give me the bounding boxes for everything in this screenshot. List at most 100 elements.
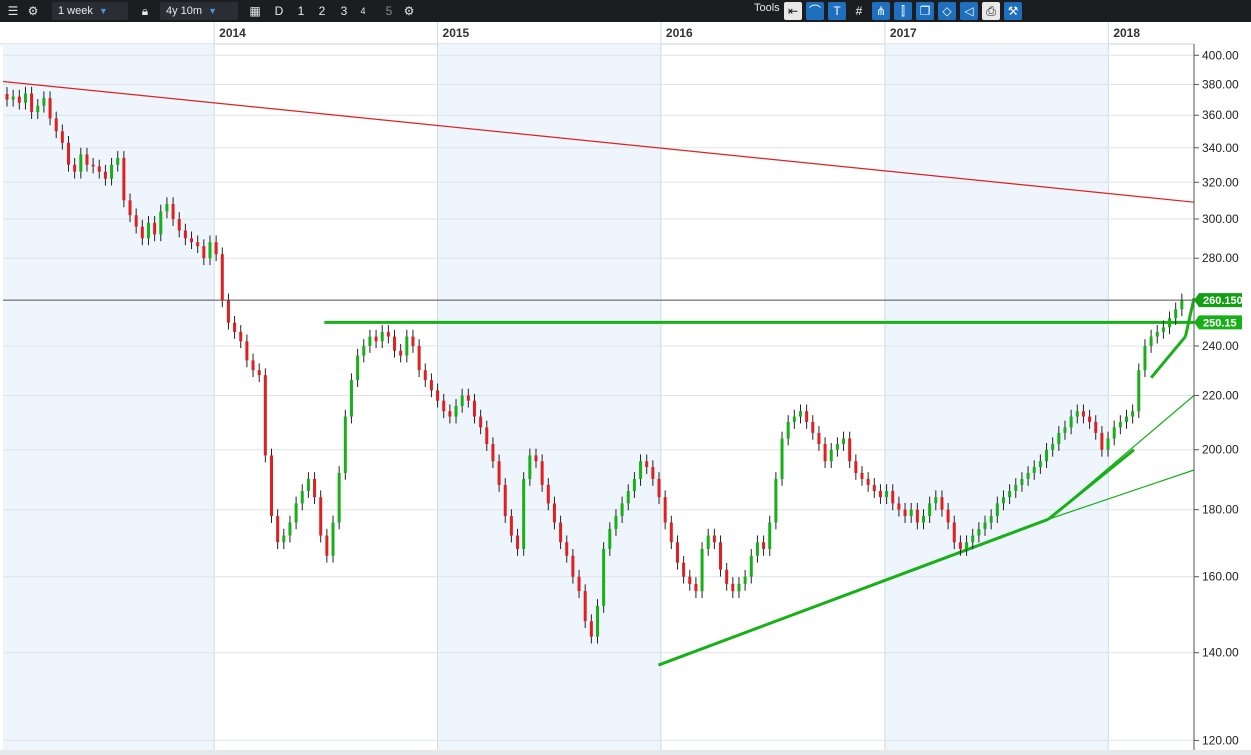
candle-body (835, 444, 839, 450)
price-tick-label: 360.00 (1202, 108, 1239, 122)
candle-body (1100, 432, 1104, 450)
candle (755, 535, 759, 563)
grid-icon[interactable]: # (850, 2, 868, 20)
candle (226, 293, 230, 330)
candle-body (995, 503, 999, 517)
last-price-tag-label: 260.150 (1203, 295, 1243, 307)
year-band (437, 44, 661, 750)
candle-body (263, 375, 267, 456)
candle-body (946, 509, 950, 523)
candle-body (762, 542, 766, 549)
candle-body (183, 230, 187, 239)
curve-icon[interactable]: ⌒ (806, 2, 824, 20)
text-icon[interactable]: T (828, 2, 846, 20)
candle (128, 193, 132, 223)
candle-body (934, 497, 938, 504)
back-arrow-icon[interactable]: ⇤ (784, 2, 802, 20)
candle-body (780, 438, 784, 479)
candle (1051, 437, 1055, 457)
candle-body (922, 516, 926, 523)
fork-icon[interactable]: ⋔ (872, 2, 890, 20)
trendline (1150, 335, 1187, 379)
gear-icon[interactable]: ⚙ (27, 4, 39, 18)
candle (528, 448, 532, 486)
candle (1106, 431, 1110, 457)
candle (762, 535, 766, 556)
print-icon[interactable]: ⎙ (982, 2, 1000, 20)
candle-body (583, 591, 587, 622)
candle-body (202, 246, 206, 259)
copy-icon[interactable]: ❐ (916, 2, 934, 20)
candle (614, 509, 618, 536)
candle (153, 216, 157, 242)
candle-body (411, 336, 415, 346)
candle-body (903, 509, 907, 517)
list-icon[interactable]: ☰ (7, 4, 19, 18)
candle (725, 562, 729, 591)
candle (460, 388, 464, 413)
candle-body (1143, 345, 1147, 371)
candle (731, 577, 735, 598)
price-chart[interactable]: 2014 2015 2016 2017 2018 400.00 380.00 360.00 3… (0, 22, 1251, 755)
period-button-5[interactable]: 5 (385, 4, 393, 18)
candle-body (251, 360, 255, 371)
candle (940, 490, 944, 517)
period-button-2[interactable]: 2 (318, 4, 326, 18)
period-button-4[interactable]: 4 (354, 2, 372, 20)
period-button-1[interactable]: 1 (297, 4, 305, 18)
candle (233, 315, 237, 339)
candle (165, 197, 169, 219)
candle (965, 535, 969, 556)
period-button-3[interactable]: 3 (340, 4, 348, 18)
interval-select[interactable]: 1 week ▼ (52, 2, 128, 20)
lock-icon[interactable]: 🔒︎ (141, 4, 149, 18)
candle (866, 472, 870, 492)
calendar-icon[interactable]: ▦ (249, 4, 261, 18)
price-tick-label: 120.00 (1202, 733, 1239, 747)
candle (749, 548, 753, 584)
candle (995, 496, 999, 523)
candle-body (30, 93, 34, 113)
candle-body (110, 164, 114, 179)
candle-body (423, 370, 427, 381)
trendline (1048, 469, 1195, 520)
candle (36, 99, 40, 119)
chart-settings-gear-icon[interactable]: ⚙ (403, 4, 415, 18)
candle (479, 409, 483, 435)
candle-body (282, 535, 286, 543)
candle-body (1026, 472, 1030, 479)
candle (682, 555, 686, 584)
candle (577, 569, 581, 598)
candle-body (85, 154, 89, 165)
candle-body (798, 411, 802, 417)
candle (878, 484, 882, 505)
candle (977, 522, 981, 543)
candle (669, 515, 673, 550)
candle-body (386, 331, 390, 337)
last-price-tag-shape (1194, 293, 1242, 308)
candle (798, 404, 802, 424)
range-select[interactable]: 4y 10m ▼ (160, 2, 238, 20)
candle-body (872, 484, 876, 492)
period-button-d[interactable]: D (274, 4, 284, 18)
candle-body (694, 583, 698, 592)
shape-icon[interactable]: ◇ (938, 2, 956, 20)
candle-body (485, 427, 489, 445)
candle-body (977, 528, 981, 536)
candle-body (823, 444, 827, 462)
candle (1118, 415, 1122, 435)
candle-body (565, 542, 569, 556)
candle (1008, 484, 1012, 505)
price-tick-label: 180.00 (1202, 503, 1239, 517)
tag-icon[interactable]: ◁ (960, 2, 978, 20)
candle (1174, 302, 1178, 326)
candle-body (60, 131, 64, 143)
settings-icon[interactable]: ⚒ (1004, 2, 1022, 20)
candle (675, 535, 679, 570)
candle-body (226, 300, 230, 323)
candle-body (1118, 421, 1122, 428)
candle (1131, 404, 1135, 424)
candle (792, 409, 796, 429)
candle-icon[interactable]: ⫿ (894, 2, 912, 20)
candle (774, 472, 778, 530)
